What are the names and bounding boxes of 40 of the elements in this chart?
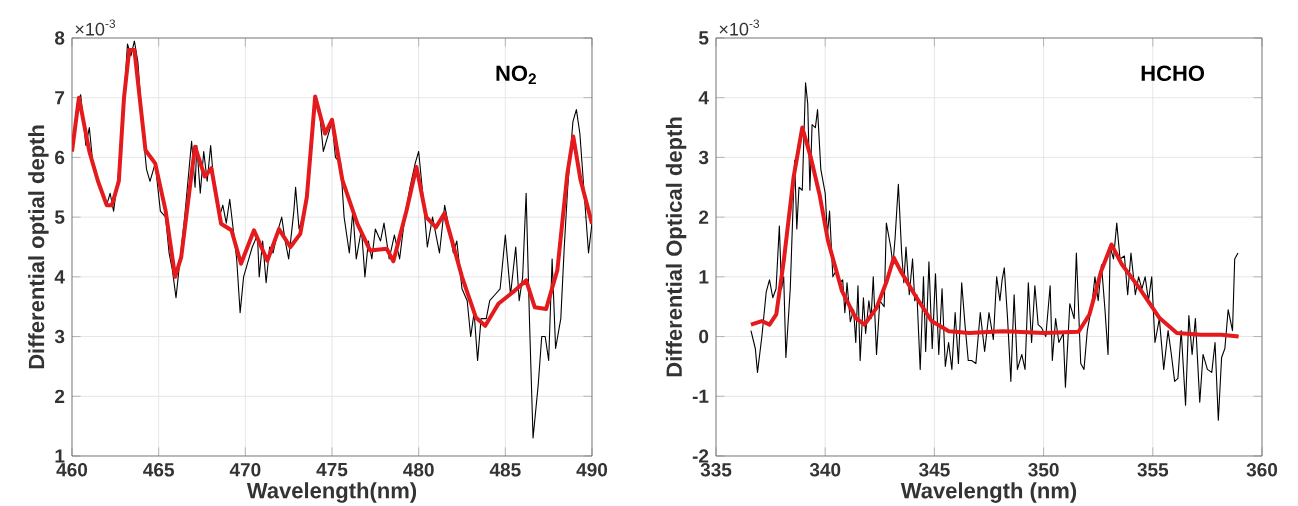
y-tick-label: 7: [55, 91, 65, 105]
x-tick-label: 475: [316, 463, 348, 477]
annotation: HCHO: [1141, 65, 1205, 82]
y-tick-label: 0: [699, 329, 709, 344]
annotation: NO$_{2}$: [496, 65, 536, 85]
y-axis-title: Differential Optical depth: [665, 117, 687, 377]
x-tick-label: 460: [56, 463, 88, 477]
x-tick-label: 480: [403, 463, 434, 477]
y-tick-label: 6: [55, 150, 65, 165]
y-tick-label: 2: [55, 389, 65, 403]
x-axis-title: Wavelength (nm): [900, 482, 1077, 503]
y-axis-title: Differential optial depth: [28, 125, 49, 369]
line-series: [748, 125, 1241, 339]
x-tick-label: 355: [1137, 463, 1169, 477]
y-tick-label: -2: [692, 449, 709, 463]
y-tick-label: 3: [54, 329, 65, 344]
y-tick-label: 5: [54, 210, 65, 224]
x-axis-title: Wavelength(nm): [246, 482, 417, 503]
y-tick-label: 1: [699, 270, 709, 284]
x-tick-label: 470: [229, 463, 261, 477]
x-tick-label: 360: [1246, 463, 1278, 477]
y-tick-label: 8: [54, 31, 65, 45]
line-series: [72, 47, 592, 328]
x-tick-label: 490: [576, 463, 608, 477]
x-tick-label: 345: [918, 463, 950, 477]
y-tick-label: 5: [698, 31, 709, 45]
text: ×10$^{-3}$: [719, 19, 760, 36]
x-tick-label: 465: [143, 463, 174, 477]
x-tick-label: 340: [809, 463, 841, 477]
y-tick-label: 3: [698, 150, 709, 165]
x-tick-label: 350: [1028, 463, 1059, 477]
y-tick-label: 4: [54, 270, 65, 284]
x-tick-label: 485: [489, 463, 521, 477]
y-tick-label: 1: [55, 449, 65, 463]
y-tick-label: 4: [698, 91, 709, 105]
x-tick-label: 335: [700, 463, 732, 477]
y-tick-label: 2: [699, 210, 709, 224]
text: ×10$^{-3}$: [75, 19, 116, 36]
line-series: [750, 82, 1239, 421]
y-tick-label: -1: [692, 389, 709, 403]
